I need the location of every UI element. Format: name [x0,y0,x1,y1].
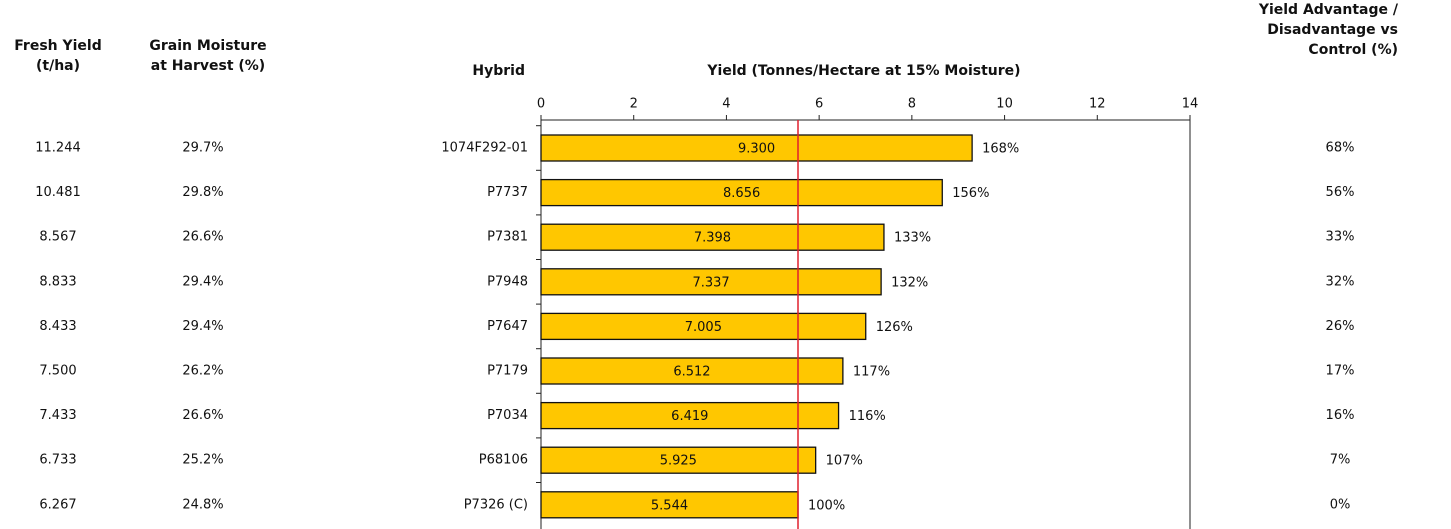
x-tick-label: 2 [630,97,638,112]
table-cell: 26.2% [182,364,223,379]
value-label: 7.005 [685,320,722,335]
column-header: Fresh Yield (t/ha) [14,38,102,74]
x-tick-label: 6 [815,97,823,112]
relative-label: 132% [891,275,928,290]
value-label: 9.300 [738,142,775,157]
table-cell: 8.567 [39,230,76,245]
header-line: Control (%) [1308,42,1398,58]
column-header: Grain Moisture at Harvest (%) [149,38,266,74]
bar [540,312,867,341]
header-line: Disadvantage vs [1267,22,1398,38]
bar [540,357,844,385]
table-cell: 68% [1326,141,1355,156]
value-label: 6.419 [671,409,708,424]
table-cell: 26.6% [182,408,223,423]
header-line: Fresh Yield [14,38,102,54]
table-cell: 29.7% [182,141,223,156]
table-cell: 6.733 [39,453,76,468]
table-cell: 29.4% [182,274,223,289]
column-header: Yield Advantage / Disadvantage vs Control … [1258,2,1399,58]
header-line: Grain Moisture [149,38,266,54]
category-label: P7326 (C) [464,497,528,512]
x-tick-label: 0 [537,97,545,112]
x-tick-label: 10 [996,97,1013,112]
table-cell: 26% [1326,319,1355,334]
relative-label: 126% [876,320,913,335]
table-cell: 7.500 [39,364,76,379]
value-label: 8.656 [723,186,760,201]
table-cell: 8.433 [39,319,76,334]
category-label: P7179 [487,364,528,379]
category-label: 1074F292-01 [441,141,528,156]
table-cell: 29.8% [182,185,223,200]
relative-label: 107% [826,454,863,469]
table-cell: 6.267 [39,497,76,512]
table-cell: 26.6% [182,230,223,245]
x-tick-label: 8 [908,97,916,112]
value-label: 6.512 [673,365,710,380]
table-cell: 24.8% [182,497,223,512]
bar [540,178,943,207]
bar [540,446,817,474]
chart-title: Yield (Tonnes/Hectare at 15% Moisture) [706,63,1020,79]
category-label: P7948 [487,274,528,289]
relative-label: 133% [894,231,931,246]
table-cell: 11.244 [35,141,81,156]
table-cell: 17% [1326,364,1355,379]
x-tick-label: 14 [1182,97,1199,112]
value-label: 7.398 [694,231,731,246]
value-label: 5.925 [660,454,697,469]
table-cell: 16% [1326,408,1355,423]
relative-label: 156% [952,186,989,201]
table-cell: 7.433 [39,408,76,423]
category-label: P7647 [487,319,528,334]
relative-label: 168% [982,142,1019,157]
table-cell: 29.4% [182,319,223,334]
relative-label: 117% [853,365,890,380]
value-label: 5.544 [651,498,688,513]
table-cell: 8.833 [39,274,76,289]
x-tick-label: 12 [1089,97,1106,112]
table-cell: 25.2% [182,453,223,468]
category-label: P7381 [487,230,528,245]
category-label: P7034 [487,408,528,423]
table-cell: 32% [1326,274,1355,289]
table-cell: 33% [1326,230,1355,245]
bar [540,401,840,430]
header-line: at Harvest (%) [151,58,265,74]
relative-label: 116% [849,409,886,424]
category-label: P7737 [487,185,528,200]
table-cell: 7% [1330,453,1351,468]
category-label: P68106 [479,453,528,468]
value-label: 7.337 [692,275,729,290]
category-header: Hybrid [472,63,525,79]
table-cell: 0% [1330,497,1351,512]
bar [540,223,885,251]
table-cell: 10.481 [35,185,81,200]
header-line: Yield Advantage / [1258,2,1399,18]
bar [540,134,973,162]
relative-label: 100% [808,498,845,513]
bar [540,268,882,296]
table-cell: 56% [1326,185,1355,200]
x-tick-label: 4 [722,97,730,112]
header-line: (t/ha) [36,58,80,74]
